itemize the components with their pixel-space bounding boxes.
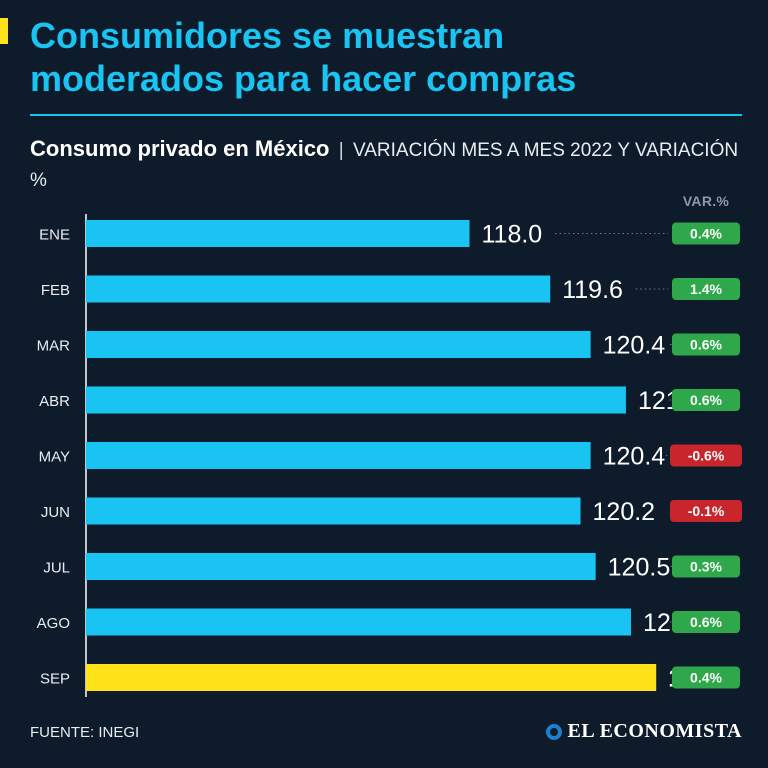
category-label: JUN	[41, 504, 70, 521]
category-label: AGO	[37, 615, 70, 632]
var-badge-label: 1.4%	[690, 281, 722, 297]
source-note: FUENTE: INEGI	[30, 724, 140, 741]
bar	[86, 442, 591, 469]
category-label: JUL	[43, 560, 70, 577]
var-badge-label: 0.3%	[690, 559, 722, 575]
value-label: 120.2	[593, 498, 656, 526]
category-label: MAR	[37, 338, 71, 355]
var-badge-label: 0.6%	[690, 337, 722, 353]
subtitle-bold: Consumo privado en México	[30, 136, 330, 161]
bar	[86, 220, 470, 247]
chart-subtitle: Consumo privado en México | VARIACIÓN ME…	[30, 134, 742, 196]
category-label: SEP	[40, 671, 70, 688]
headline-line-1: Consumidores se muestran	[30, 15, 505, 56]
var-column-header: VAR.%	[682, 193, 730, 209]
brand-name: EL ECONOMISTA	[567, 720, 742, 742]
var-badge	[672, 333, 740, 356]
value-label: 120.5	[608, 554, 671, 582]
var-badge	[670, 500, 742, 522]
bar	[86, 275, 551, 303]
accent-mark	[0, 18, 8, 44]
var-badge-label: 0.6%	[690, 392, 722, 408]
bar	[86, 497, 581, 525]
var-badge-label: 0.4%	[690, 670, 722, 686]
subtitle-separator: |	[338, 140, 344, 161]
brand-globe-icon	[545, 723, 562, 740]
var-badge-label: 0.4%	[690, 226, 722, 242]
brand-logo: EL ECONOMISTA	[545, 720, 743, 743]
var-badge	[672, 555, 740, 578]
title-divider	[30, 114, 742, 116]
bar	[86, 553, 596, 580]
var-badge	[672, 611, 740, 633]
category-label: ENE	[39, 227, 70, 244]
var-badge	[672, 389, 740, 411]
category-label: MAY	[39, 449, 70, 466]
headline: Consumidores se muestran moderados para …	[30, 14, 750, 100]
value-label: 120.4	[603, 443, 666, 471]
var-badge	[670, 444, 742, 467]
category-label: FEB	[41, 282, 70, 299]
var-badge-label: -0.1%	[688, 503, 725, 519]
value-label: 120.4	[603, 332, 666, 360]
category-label: ABR	[39, 393, 70, 410]
var-badge-label: -0.6%	[688, 448, 725, 464]
bar	[86, 608, 631, 636]
var-badge	[672, 222, 740, 245]
bar	[86, 331, 591, 358]
subtitle-rest: VARIACIÓN MES A MES 2022 Y VARIACIÓN %	[30, 140, 739, 191]
value-label: 118.0	[482, 221, 543, 249]
var-badge	[672, 666, 740, 689]
bar	[86, 664, 657, 691]
value-label: 119.6	[562, 276, 623, 304]
bar	[86, 386, 626, 414]
var-badge-label: 0.6%	[690, 614, 722, 630]
headline-line-2: moderados para hacer compras	[30, 58, 577, 99]
var-badge	[672, 278, 740, 300]
